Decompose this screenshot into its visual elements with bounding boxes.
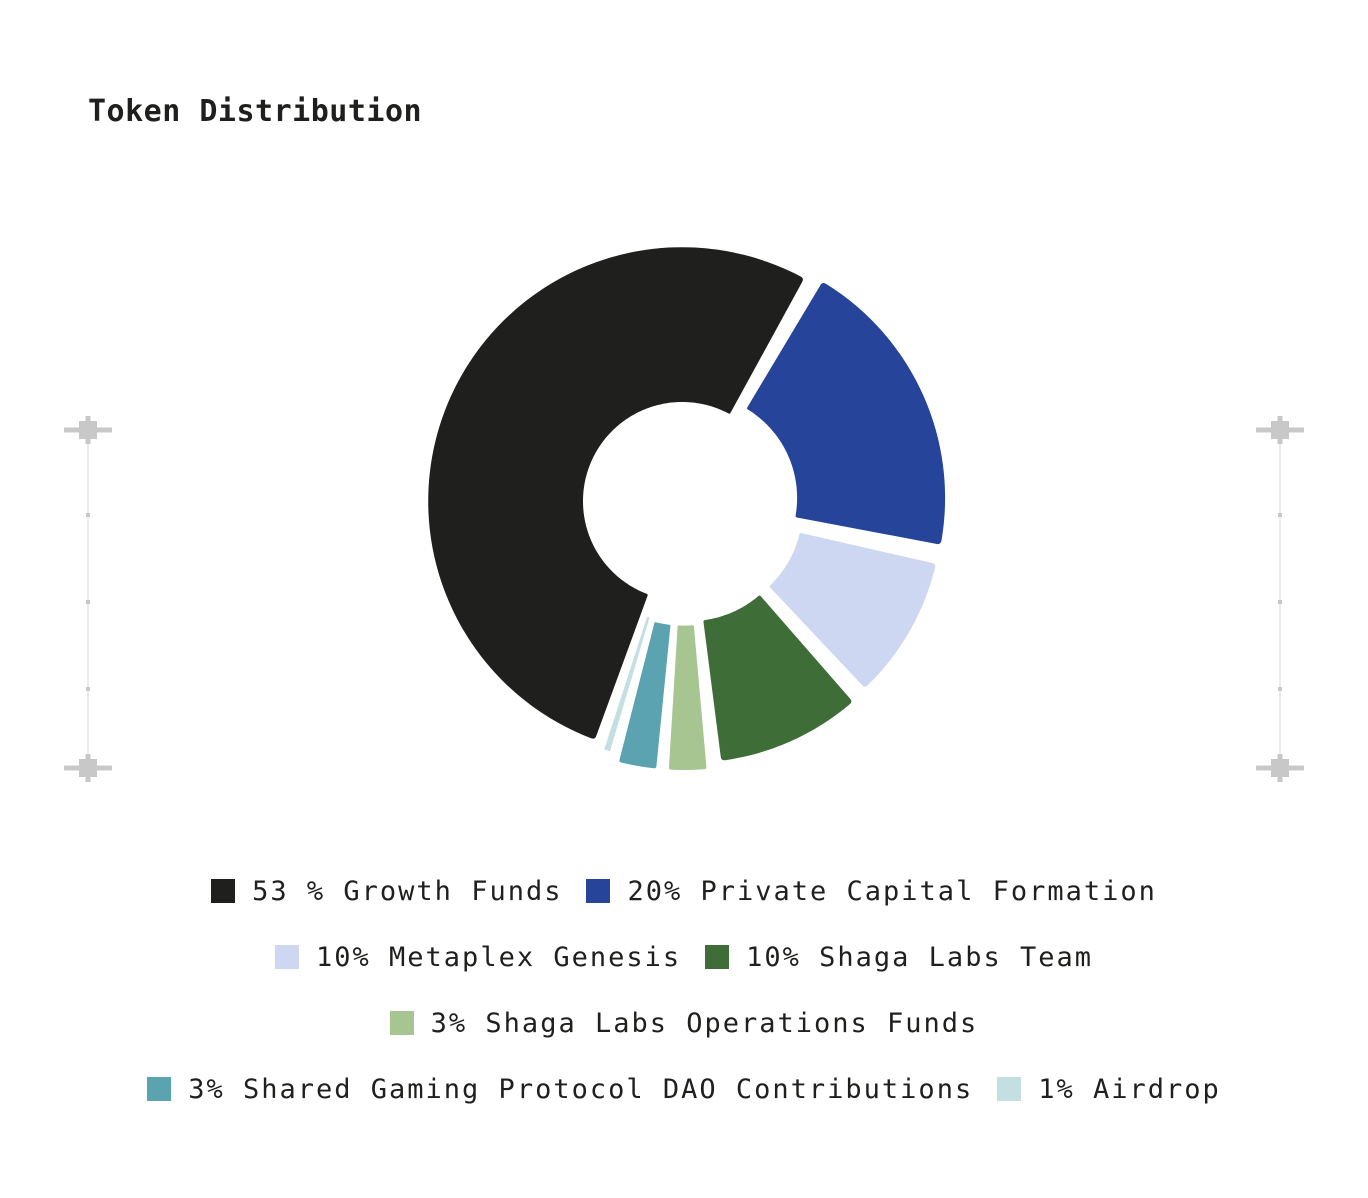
legend-label: 3% Shaga Labs Operations Funds xyxy=(430,1007,979,1039)
legend-label: 1% Airdrop xyxy=(1038,1073,1221,1105)
legend-item: 1% Airdrop xyxy=(997,1074,1221,1105)
legend-swatch xyxy=(211,879,236,903)
legend-item: 10% Metaplex Genesis xyxy=(275,942,681,973)
legend-item: 10% Shaga Labs Team xyxy=(705,942,1093,973)
legend-label: 53 % Growth Funds xyxy=(252,875,563,907)
donut-slices xyxy=(428,247,946,770)
right-guide-tick-2 xyxy=(1278,600,1282,604)
legend-row: 10% Metaplex Genesis 10% Shaga Labs Team xyxy=(0,924,1368,990)
right-marker-stem-2 xyxy=(1277,754,1283,782)
slice-2 xyxy=(747,282,946,545)
legend-item: 20% Private Capital Formation xyxy=(586,876,1156,907)
left-guide-tick-1 xyxy=(86,513,90,517)
left-marker-stem-2 xyxy=(85,754,91,782)
left-marker-stem-1 xyxy=(85,416,91,444)
legend-label: 10% Metaplex Genesis xyxy=(316,941,682,973)
legend-item: 3% Shared Gaming Protocol DAO Contributi… xyxy=(147,1074,973,1105)
legend-swatch xyxy=(997,1077,1022,1101)
chart-legend: 53 % Growth Funds 20% Private Capital For… xyxy=(0,858,1368,1122)
right-guide-tick-1 xyxy=(1278,513,1282,517)
slice-4 xyxy=(703,595,852,761)
legend-label: 3% Shared Gaming Protocol DAO Contributi… xyxy=(188,1073,974,1105)
legend-item: 3% Shaga Labs Operations Funds xyxy=(389,1007,979,1039)
right-guide-tick-3 xyxy=(1278,687,1282,691)
slice-5 xyxy=(668,625,707,770)
side-markers xyxy=(64,416,1304,782)
legend-item: 53 % Growth Funds xyxy=(211,876,562,907)
legend-row: 53 % Growth Funds 20% Private Capital For… xyxy=(0,858,1368,924)
left-guide-tick-3 xyxy=(86,687,90,691)
slice-6 xyxy=(619,622,671,769)
legend-label: 20% Private Capital Formation xyxy=(627,875,1157,907)
left-guide-tick-2 xyxy=(86,600,90,604)
slice-1 xyxy=(428,247,803,739)
legend-swatch xyxy=(275,945,300,969)
right-marker-stem-1 xyxy=(1277,416,1283,444)
legend-row: 3% Shaga Labs Operations Funds xyxy=(0,990,1368,1056)
donut-chart xyxy=(64,247,1304,782)
legend-swatch xyxy=(705,945,730,969)
legend-row: 3% Shared Gaming Protocol DAO Contributi… xyxy=(0,1056,1368,1122)
legend-swatch xyxy=(389,1011,414,1035)
slice-3 xyxy=(769,533,936,687)
legend-label: 10% Shaga Labs Team xyxy=(746,941,1093,973)
slice-7 xyxy=(604,616,650,752)
legend-swatch xyxy=(147,1077,172,1101)
chart-title: Token Distribution xyxy=(88,94,423,129)
legend-swatch xyxy=(586,879,611,903)
